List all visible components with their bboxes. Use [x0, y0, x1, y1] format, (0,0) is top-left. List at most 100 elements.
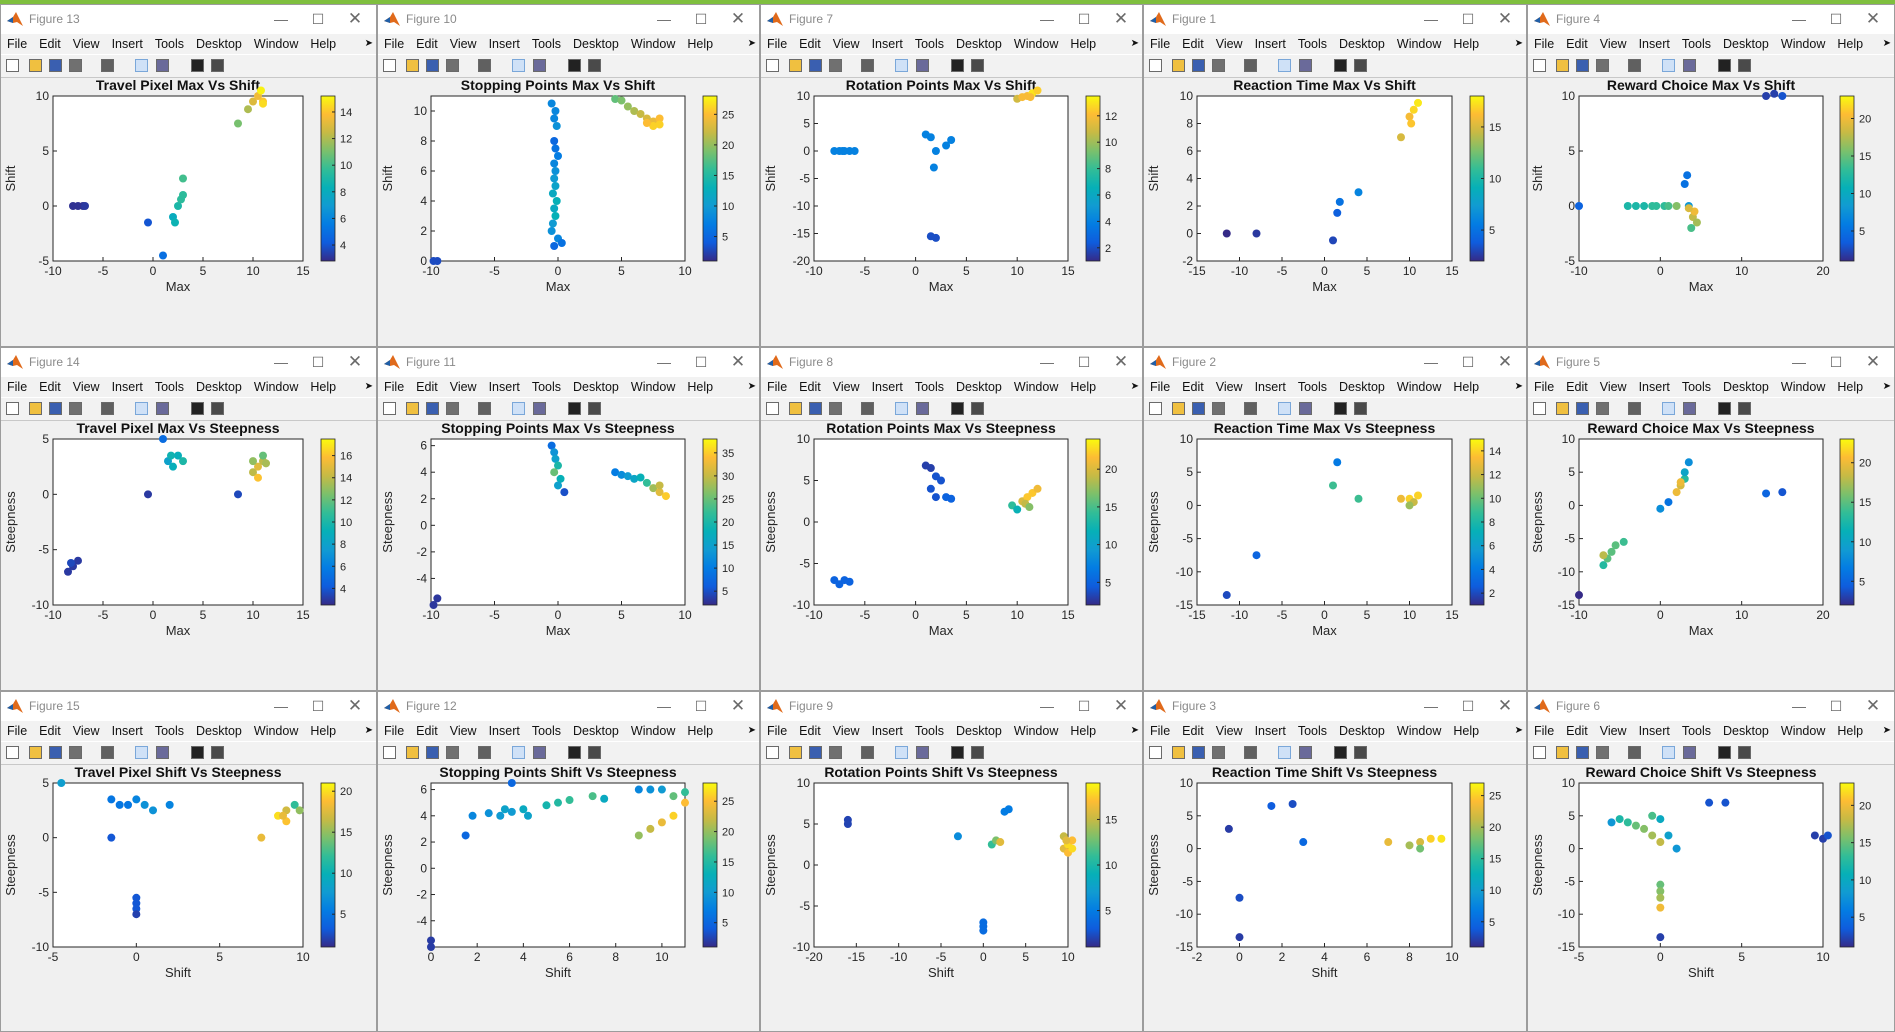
- new-figure-icon[interactable]: [1149, 59, 1162, 72]
- minimize-button[interactable]: —: [657, 354, 671, 370]
- menu-file[interactable]: File: [1534, 724, 1555, 738]
- menu-desktop[interactable]: Desktop: [196, 37, 242, 51]
- close-button[interactable]: ✕: [1113, 9, 1129, 28]
- menu-help[interactable]: Help: [1070, 380, 1097, 394]
- maximize-button[interactable]: ☐: [1829, 354, 1843, 370]
- maximize-button[interactable]: ☐: [1077, 11, 1091, 27]
- plot-browser-icon[interactable]: [588, 59, 601, 72]
- pointer-icon[interactable]: [951, 402, 964, 415]
- link-plot-icon[interactable]: [478, 402, 491, 415]
- print-icon[interactable]: [829, 402, 842, 415]
- menu-window[interactable]: Window: [1396, 380, 1442, 394]
- menu-view[interactable]: View: [1215, 724, 1243, 738]
- maximize-button[interactable]: ☐: [311, 698, 325, 714]
- open-icon[interactable]: [1556, 746, 1569, 759]
- menu-view[interactable]: View: [832, 37, 860, 51]
- print-icon[interactable]: [1596, 402, 1609, 415]
- menu-tools[interactable]: Tools: [154, 724, 185, 738]
- open-icon[interactable]: [789, 746, 802, 759]
- open-icon[interactable]: [1556, 59, 1569, 72]
- new-figure-icon[interactable]: [766, 746, 779, 759]
- link-plot-icon[interactable]: [861, 746, 874, 759]
- close-button[interactable]: ✕: [730, 696, 746, 715]
- close-button[interactable]: ✕: [347, 352, 363, 371]
- menu-tools[interactable]: Tools: [531, 380, 562, 394]
- dock-icon[interactable]: [135, 746, 148, 759]
- plot-browser-icon[interactable]: [211, 746, 224, 759]
- save-icon[interactable]: [426, 746, 439, 759]
- minimize-button[interactable]: —: [1424, 354, 1438, 370]
- menu-overflow-arrow[interactable]: ➤: [1882, 725, 1891, 736]
- print-icon[interactable]: [69, 746, 82, 759]
- save-icon[interactable]: [1576, 402, 1589, 415]
- minimize-button[interactable]: —: [657, 698, 671, 714]
- property-editor-icon[interactable]: [533, 59, 546, 72]
- menu-edit[interactable]: Edit: [1182, 380, 1204, 394]
- menu-window[interactable]: Window: [1396, 724, 1442, 738]
- open-icon[interactable]: [789, 402, 802, 415]
- window-title-bar[interactable]: Figure 11 — ☐ ✕: [378, 348, 759, 376]
- menu-help[interactable]: Help: [1837, 724, 1864, 738]
- menu-view[interactable]: View: [72, 380, 100, 394]
- menu-help[interactable]: Help: [687, 37, 714, 51]
- menu-file[interactable]: File: [1150, 380, 1171, 394]
- save-icon[interactable]: [49, 59, 62, 72]
- new-figure-icon[interactable]: [6, 402, 19, 415]
- menu-overflow-arrow[interactable]: ➤: [1514, 38, 1523, 49]
- close-button[interactable]: ✕: [1865, 352, 1881, 371]
- open-icon[interactable]: [406, 746, 419, 759]
- maximize-button[interactable]: ☐: [694, 354, 708, 370]
- menu-file[interactable]: File: [1150, 37, 1171, 51]
- minimize-button[interactable]: —: [274, 11, 288, 27]
- new-figure-icon[interactable]: [383, 402, 396, 415]
- save-icon[interactable]: [1192, 402, 1205, 415]
- dock-icon[interactable]: [1278, 402, 1291, 415]
- new-figure-icon[interactable]: [766, 59, 779, 72]
- window-title-bar[interactable]: Figure 4 — ☐ ✕: [1528, 5, 1894, 33]
- open-icon[interactable]: [789, 59, 802, 72]
- property-editor-icon[interactable]: [156, 746, 169, 759]
- plot-browser-icon[interactable]: [1354, 59, 1367, 72]
- menu-file[interactable]: File: [384, 724, 405, 738]
- plot-browser-icon[interactable]: [211, 402, 224, 415]
- menu-help[interactable]: Help: [687, 724, 714, 738]
- minimize-button[interactable]: —: [1792, 354, 1806, 370]
- menu-view[interactable]: View: [1215, 37, 1243, 51]
- property-editor-icon[interactable]: [916, 402, 929, 415]
- pointer-icon[interactable]: [951, 59, 964, 72]
- plot-browser-icon[interactable]: [1738, 746, 1751, 759]
- menu-insert[interactable]: Insert: [111, 37, 143, 51]
- pointer-icon[interactable]: [1334, 746, 1347, 759]
- menu-insert[interactable]: Insert: [488, 724, 520, 738]
- menu-window[interactable]: Window: [253, 724, 299, 738]
- menu-edit[interactable]: Edit: [799, 380, 821, 394]
- menu-desktop[interactable]: Desktop: [573, 724, 619, 738]
- pointer-icon[interactable]: [951, 746, 964, 759]
- close-button[interactable]: ✕: [730, 9, 746, 28]
- new-figure-icon[interactable]: [383, 59, 396, 72]
- pointer-icon[interactable]: [568, 746, 581, 759]
- menu-help[interactable]: Help: [1453, 724, 1480, 738]
- property-editor-icon[interactable]: [1683, 746, 1696, 759]
- menu-help[interactable]: Help: [1837, 37, 1864, 51]
- menu-overflow-arrow[interactable]: ➤: [1130, 381, 1139, 392]
- save-icon[interactable]: [1192, 746, 1205, 759]
- property-editor-icon[interactable]: [1683, 59, 1696, 72]
- close-button[interactable]: ✕: [1113, 696, 1129, 715]
- plot-browser-icon[interactable]: [1738, 402, 1751, 415]
- menu-overflow-arrow[interactable]: ➤: [364, 381, 373, 392]
- menu-desktop[interactable]: Desktop: [1723, 380, 1769, 394]
- menu-edit[interactable]: Edit: [1566, 724, 1588, 738]
- new-figure-icon[interactable]: [1149, 402, 1162, 415]
- property-editor-icon[interactable]: [1299, 402, 1312, 415]
- menu-insert[interactable]: Insert: [1254, 380, 1286, 394]
- property-editor-icon[interactable]: [916, 59, 929, 72]
- menu-file[interactable]: File: [7, 724, 28, 738]
- save-icon[interactable]: [1576, 746, 1589, 759]
- menu-edit[interactable]: Edit: [416, 37, 438, 51]
- link-plot-icon[interactable]: [861, 59, 874, 72]
- link-plot-icon[interactable]: [1628, 746, 1641, 759]
- property-editor-icon[interactable]: [156, 402, 169, 415]
- save-icon[interactable]: [49, 402, 62, 415]
- window-title-bar[interactable]: Figure 6 — ☐ ✕: [1528, 692, 1894, 720]
